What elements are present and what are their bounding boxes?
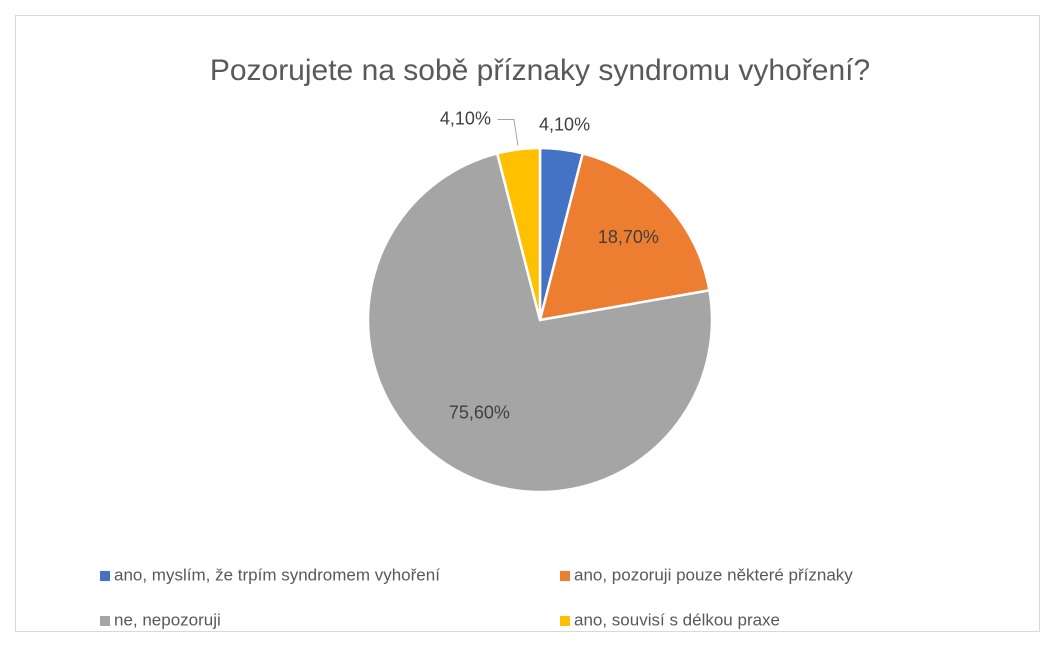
legend-swatch (100, 571, 110, 581)
pie-slice (538, 151, 711, 322)
legend-swatch (100, 616, 110, 626)
data-label: 4,10% (539, 114, 590, 134)
chart-title: Pozorujete na sobě příznaky syndromu vyh… (210, 54, 870, 87)
legend-label: ano, souvisí s délkou praxe (574, 610, 780, 629)
legend-swatch (560, 616, 570, 626)
legend-swatch (560, 571, 570, 581)
pie-slice (495, 146, 542, 321)
data-label: 4,10% (440, 108, 491, 128)
legend-label: ne, nepozoruji (114, 610, 221, 629)
legend-label: ano, myslím, že trpím syndromem vyhoření (114, 565, 440, 584)
legend-label: ano, pozoruji pouze některé příznaky (574, 565, 853, 584)
data-label: 75,60% (449, 403, 510, 423)
pie-slice (366, 151, 714, 494)
data-label: 18,70% (598, 227, 659, 247)
leader-line (497, 119, 519, 146)
